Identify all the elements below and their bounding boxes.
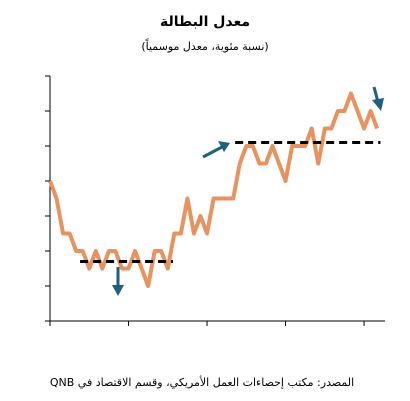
arrow-head — [218, 141, 230, 152]
annotation-arrows — [112, 86, 384, 296]
arrow-shaft — [202, 145, 223, 159]
source-note: المصدر: مكتب إحصاءات العمل الأمريكي، وقس… — [50, 375, 354, 389]
data-line — [48, 91, 380, 288]
arrow-head — [372, 98, 384, 111]
arrow-head — [112, 285, 124, 296]
chart-subtitle: (نسبة مئوية، معدل موسمياً) — [141, 38, 268, 53]
chart-title: معدل البطالة — [160, 14, 250, 30]
